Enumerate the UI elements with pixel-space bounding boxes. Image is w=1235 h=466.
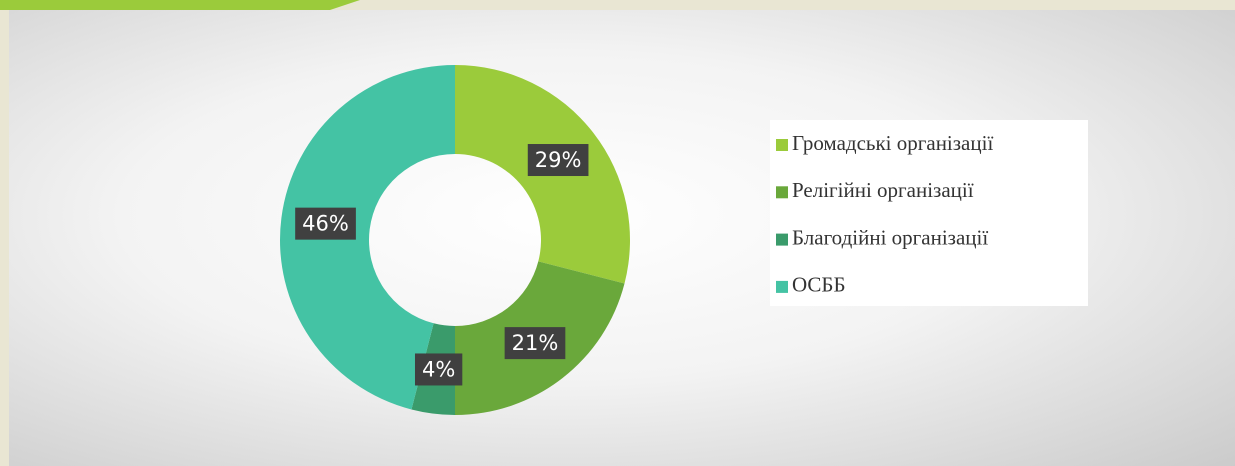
legend-label: Громадські організації: [792, 131, 993, 155]
data-label: 29%: [535, 148, 582, 172]
data-labels: 29% 21% 4% 46%: [295, 144, 589, 386]
legend-box: [770, 120, 1088, 306]
data-label-box: [527, 144, 589, 177]
data-label-box: [414, 353, 463, 386]
legend-swatch: [776, 280, 788, 293]
legend-label: ОСББ: [792, 273, 846, 297]
data-label-box: [504, 327, 566, 360]
donut-segment: [280, 65, 455, 410]
legend-swatch: [776, 233, 788, 246]
data-label: 21%: [512, 331, 559, 355]
data-label-box: [295, 207, 356, 240]
legend-swatch: [776, 186, 788, 199]
legend-swatch: [776, 139, 788, 151]
legend: Громадські організації Релігійні організа…: [776, 131, 993, 297]
accent-bar: [0, 0, 360, 10]
legend-label: Релігійні організації: [792, 178, 974, 202]
data-label: 4%: [422, 357, 455, 381]
data-label: 46%: [302, 212, 349, 236]
legend-label: Благодійні організації: [792, 225, 988, 249]
